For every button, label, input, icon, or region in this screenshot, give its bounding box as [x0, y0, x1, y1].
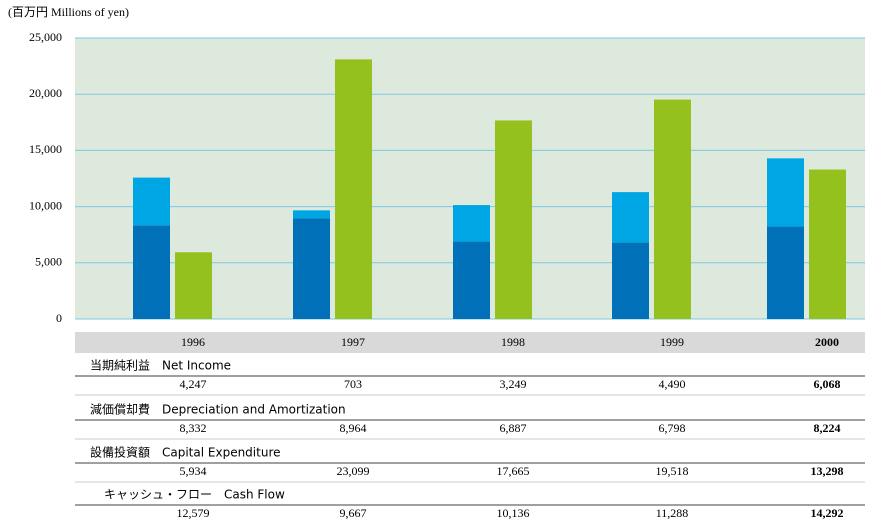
x-tick-label: 1996: [181, 335, 205, 349]
table-value: 6,887: [500, 421, 527, 435]
bar: [767, 158, 804, 227]
y-tick-label: 15,000: [29, 142, 62, 156]
table-value: 6,798: [659, 421, 686, 435]
row-label: 設備投資額 Capital Expenditure: [90, 445, 281, 460]
table-value: 14,292: [811, 506, 844, 520]
table-value: 12,579: [177, 506, 210, 520]
table-value: 19,518: [656, 464, 689, 478]
bar: [335, 59, 372, 319]
table-value: 4,490: [659, 377, 686, 391]
y-tick-label: 10,000: [29, 198, 62, 212]
row-label: 減価償却費 Depreciation and Amortization: [90, 402, 346, 417]
bar: [612, 192, 649, 243]
bar: [175, 252, 212, 319]
bar: [453, 241, 490, 319]
x-tick-label: 2000: [815, 335, 839, 349]
y-tick-label: 25,000: [29, 30, 62, 44]
table-value: 703: [344, 377, 362, 391]
bar: [767, 226, 804, 319]
bar: [293, 210, 330, 219]
table-value: 8,332: [180, 421, 207, 435]
table-value: 17,665: [497, 464, 530, 478]
table-value: 8,964: [340, 421, 367, 435]
table-value: 5,934: [180, 464, 207, 478]
row-label: キャッシュ・フロー Cash Flow: [104, 488, 285, 502]
bar: [133, 177, 170, 226]
y-tick-label: 20,000: [29, 86, 62, 100]
bar: [612, 242, 649, 319]
y-axis-label: (百万円 Millions of yen): [8, 5, 129, 19]
bar: [293, 218, 330, 319]
table-value: 3,249: [500, 377, 527, 391]
table-value: 4,247: [180, 377, 207, 391]
table-value: 6,068: [814, 377, 841, 391]
x-tick-label: 1999: [660, 335, 684, 349]
bar: [495, 120, 532, 319]
x-tick-label: 1997: [341, 335, 365, 349]
table-value: 11,288: [656, 506, 689, 520]
table-value: 9,667: [340, 506, 367, 520]
x-tick-label: 1998: [501, 335, 525, 349]
y-tick-label: 0: [56, 311, 62, 325]
table-header-background: [75, 332, 865, 353]
y-tick-label: 5,000: [35, 255, 62, 269]
table-value: 10,136: [497, 506, 530, 520]
table-value: 8,224: [814, 421, 841, 435]
bar: [809, 169, 846, 319]
bar: [453, 205, 490, 242]
table-value: 23,099: [337, 464, 370, 478]
bar: [654, 99, 691, 320]
row-label: 当期純利益 Net Income: [90, 359, 231, 373]
table-value: 13,298: [811, 464, 844, 478]
bar: [133, 225, 170, 319]
